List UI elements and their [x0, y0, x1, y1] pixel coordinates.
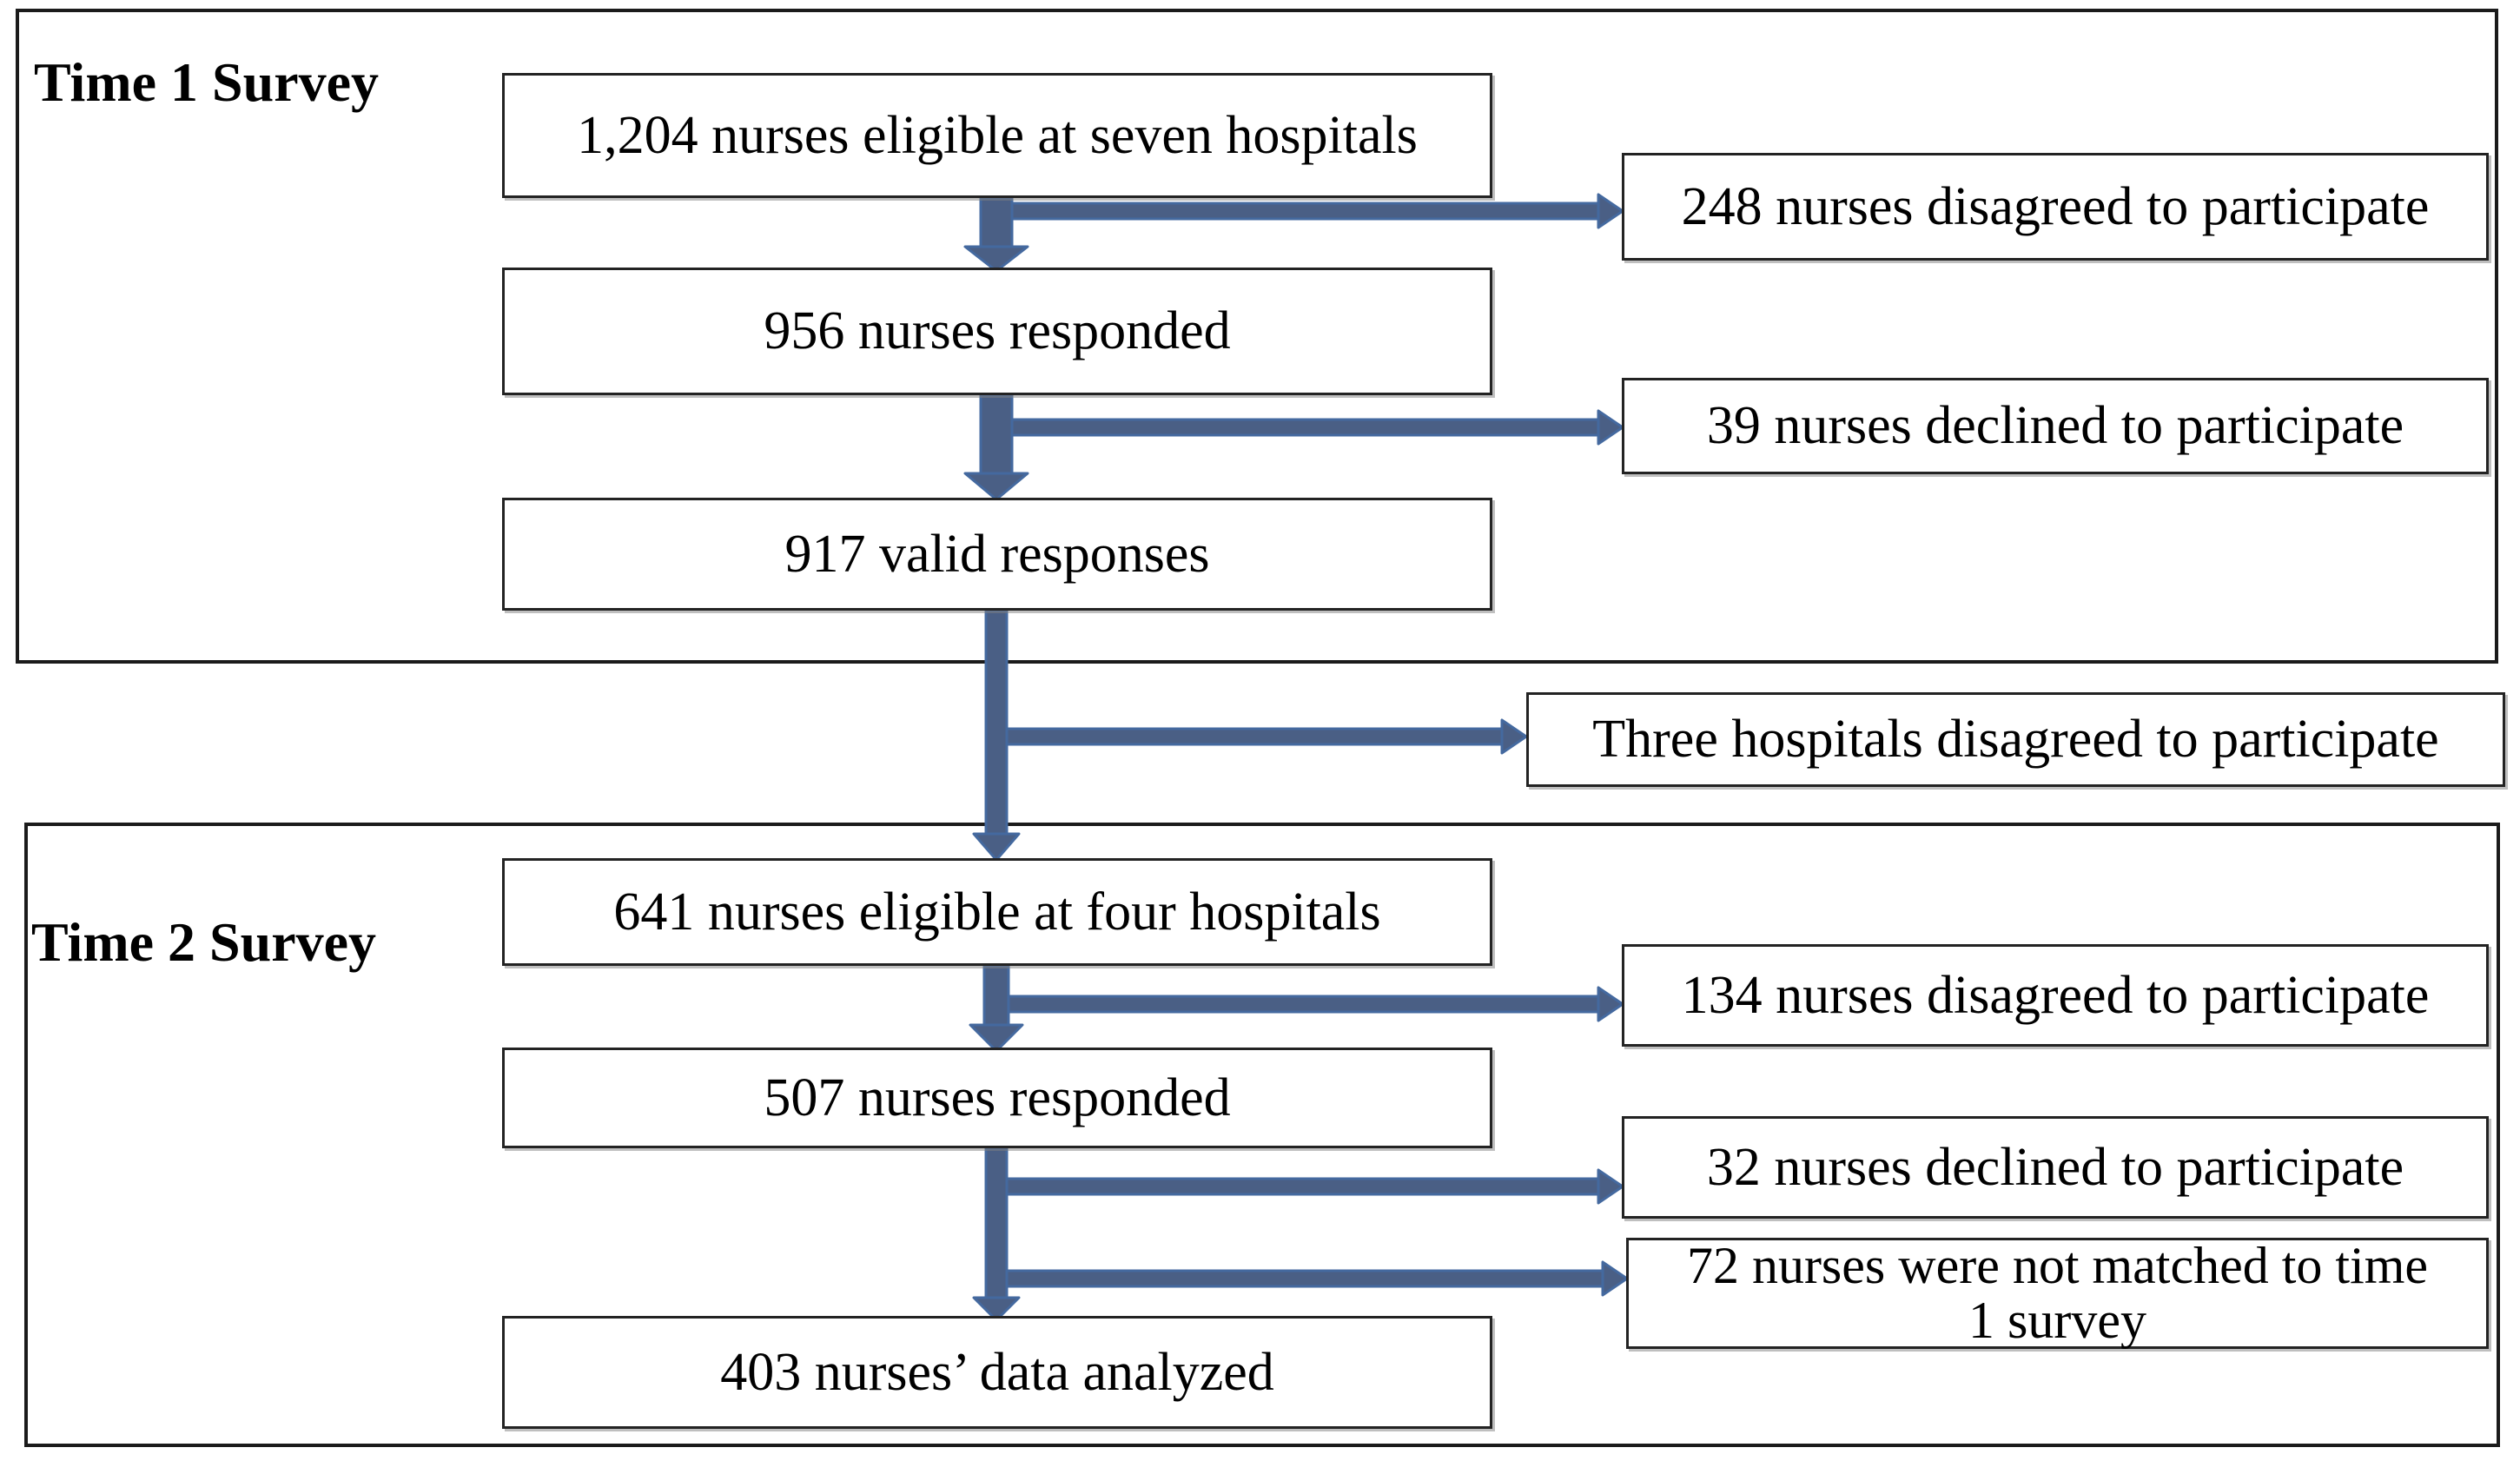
- side-box-declined-time1-text: 39 nurses declined to participate: [1706, 396, 2404, 456]
- arrow-down-icon: [963, 393, 1029, 501]
- side-box-disagreed-time2-text: 134 nurses disagreed to participate: [1681, 965, 2430, 1025]
- arrow-right-icon: [1005, 1260, 1629, 1297]
- side-box-declined-time1: 39 nurses declined to participate: [1622, 378, 2489, 474]
- arrow-right-icon: [1005, 1168, 1624, 1205]
- section-label-time1: Time 1 Survey: [34, 50, 380, 113]
- flow-box-valid-responses-time1: 917 valid responses: [502, 498, 1492, 611]
- side-box-disagreed-time1: 248 nurses disagreed to participate: [1622, 153, 2489, 261]
- arrow-right-icon: [1005, 718, 1528, 755]
- side-box-disagreed-time1-text: 248 nurses disagreed to participate: [1681, 176, 2430, 236]
- section-label-time2-text: Time 2 Survey: [31, 910, 377, 973]
- arrow-down-icon: [972, 609, 1021, 862]
- flow-box-data-analyzed: 403 nurses’ data analyzed: [502, 1316, 1492, 1429]
- flow-box-responded-time1: 956 nurses responded: [502, 268, 1492, 395]
- side-box-not-matched: 72 nurses were not matched to time 1 sur…: [1626, 1238, 2489, 1349]
- side-box-not-matched-text: 72 nurses were not matched to time 1 sur…: [1686, 1237, 2429, 1349]
- time1-section-frame: [16, 9, 2498, 664]
- flow-box-eligible-time2: 641 nurses eligible at four hospitals: [502, 858, 1492, 966]
- flow-box-responded-time1-text: 956 nurses responded: [764, 301, 1231, 361]
- flow-box-responded-time2: 507 nurses responded: [502, 1048, 1492, 1148]
- flow-box-eligible-time2-text: 641 nurses eligible at four hospitals: [613, 882, 1381, 942]
- flow-box-eligible-time1: 1,204 nurses eligible at seven hospitals: [502, 73, 1492, 198]
- flow-box-valid-responses-time1-text: 917 valid responses: [784, 524, 1210, 584]
- arrow-right-icon: [1010, 409, 1624, 446]
- side-box-hospitals-disagreed-text: Three hospitals disagreed to participate: [1592, 710, 2439, 770]
- arrow-down-icon: [963, 196, 1029, 273]
- arrow-right-icon: [1010, 193, 1624, 229]
- arrow-down-icon: [969, 964, 1024, 1053]
- time2-section-frame: [24, 823, 2500, 1447]
- arrow-right-icon: [1007, 986, 1624, 1022]
- side-box-disagreed-time2: 134 nurses disagreed to participate: [1622, 944, 2489, 1047]
- side-box-declined-time2: 32 nurses declined to participate: [1622, 1116, 2489, 1219]
- section-label-time1-text: Time 1 Survey: [34, 50, 380, 113]
- flow-box-responded-time2-text: 507 nurses responded: [764, 1067, 1231, 1127]
- flow-box-eligible-time1-text: 1,204 nurses eligible at seven hospitals: [577, 105, 1418, 165]
- side-box-declined-time2-text: 32 nurses declined to participate: [1706, 1137, 2404, 1197]
- side-box-hospitals-disagreed: Three hospitals disagreed to participate: [1526, 692, 2505, 787]
- section-label-time2: Time 2 Survey: [31, 910, 377, 973]
- arrow-down-icon: [972, 1147, 1021, 1322]
- flow-box-data-analyzed-text: 403 nurses’ data analyzed: [720, 1342, 1274, 1402]
